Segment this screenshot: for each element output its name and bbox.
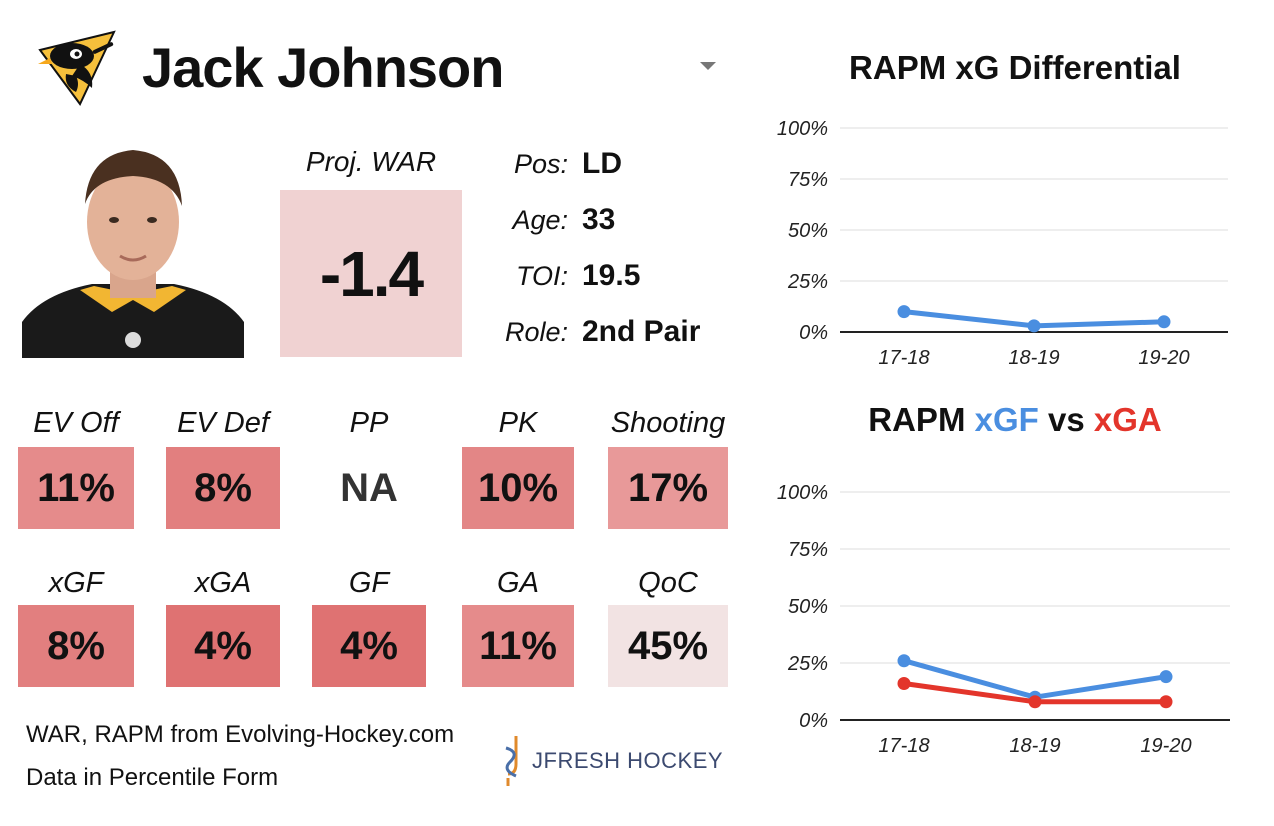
chart2-title-vs: vs <box>1047 401 1085 438</box>
stat-label: PP <box>349 407 389 439</box>
info-value: 19.5 <box>582 259 641 292</box>
chart2-title: RAPM xGF vs xGA <box>760 400 1270 440</box>
x-tick-label: 17-18 <box>878 735 929 757</box>
stat-value: 8% <box>18 605 134 687</box>
chart2-title-xga: xGA <box>1093 401 1162 438</box>
data-point <box>1159 695 1173 709</box>
chart2-title-rapm: RAPM <box>868 401 966 438</box>
data-point <box>1028 695 1042 709</box>
proj-war-value: -1.4 <box>280 190 462 357</box>
info-row: TOI: 19.5 <box>496 256 640 296</box>
stat-value: 11% <box>462 605 574 687</box>
info-value: 2nd Pair <box>582 315 701 348</box>
y-tick-label: 100% <box>777 482 828 504</box>
info-label: TOI: <box>515 261 568 291</box>
chart1-title: RAPM xG Differential <box>849 49 1181 86</box>
y-tick-label: 50% <box>788 596 828 618</box>
data-point <box>897 654 911 668</box>
stat-value: 4% <box>312 605 426 687</box>
data-point <box>1027 319 1041 333</box>
xg-differential-chart: 0% 25% 50% 75% 100% 17-18 18-19 19-20 <box>777 118 1228 369</box>
stat-label: EV Def <box>177 407 269 439</box>
info-label: Pos: <box>513 149 568 179</box>
penguins-logo <box>36 28 118 106</box>
player-photo <box>22 134 244 358</box>
x-tick-label: 18-19 <box>1009 735 1060 757</box>
info-row: Age: 33 <box>496 200 615 240</box>
y-tick-label: 25% <box>787 271 828 293</box>
stat-value: NA <box>312 447 426 529</box>
stat-value: 4% <box>166 605 280 687</box>
data-point <box>1157 315 1171 329</box>
stat-label: QoC <box>638 567 698 599</box>
stat-value: 45% <box>608 605 728 687</box>
y-tick-label: 75% <box>788 169 828 191</box>
y-tick-label: 25% <box>787 653 828 675</box>
player-select-dropdown-icon[interactable] <box>700 62 716 70</box>
data-point <box>897 305 911 319</box>
jfresh-brand-text: JFRESH HOCKEY <box>532 748 724 773</box>
player-name: Jack Johnson <box>142 36 504 99</box>
stat-value: 8% <box>166 447 280 529</box>
info-row: Role: 2nd Pair <box>496 312 700 352</box>
y-tick-label: 100% <box>777 118 828 140</box>
jfresh-mark-icon <box>505 736 518 786</box>
y-tick-label: 50% <box>788 220 828 242</box>
proj-war-label: Proj. WAR <box>305 146 437 177</box>
data-point <box>897 677 911 691</box>
stat-value: 10% <box>462 447 574 529</box>
info-value: 33 <box>582 203 616 236</box>
stat-label: GF <box>348 567 390 599</box>
x-tick-label: 17-18 <box>878 347 929 369</box>
y-tick-label: 0% <box>799 710 828 732</box>
chart2-title-xgf: xGF <box>974 401 1039 438</box>
percentile-note: Data in Percentile Form <box>26 764 279 791</box>
y-tick-label: 0% <box>799 322 828 344</box>
stat-label: xGF <box>48 567 104 599</box>
source-note: WAR, RAPM from Evolving-Hockey.com <box>26 721 455 748</box>
info-label: Role: <box>504 317 568 347</box>
stat-label: Shooting <box>610 407 726 439</box>
x-tick-label: 19-20 <box>1138 347 1189 369</box>
info-label: Age: <box>512 205 568 235</box>
x-tick-label: 18-19 <box>1008 347 1059 369</box>
stat-label: EV Off <box>33 407 119 439</box>
stat-value: 11% <box>18 447 134 529</box>
stat-label: GA <box>497 567 539 599</box>
x-tick-label: 19-20 <box>1140 735 1191 757</box>
stat-value: 17% <box>608 447 728 529</box>
stat-label: xGA <box>194 567 252 599</box>
data-point <box>1159 670 1173 684</box>
y-tick-label: 75% <box>788 539 828 561</box>
jfresh-hockey-logo: JFRESH HOCKEY <box>502 734 723 788</box>
stat-label: PK <box>498 407 538 439</box>
info-row: Pos: LD <box>496 144 622 184</box>
xgf-vs-xga-chart: 0% 25% 50% 75% 100% 17-18 18-19 19-20 <box>777 482 1230 757</box>
info-value: LD <box>582 147 622 180</box>
